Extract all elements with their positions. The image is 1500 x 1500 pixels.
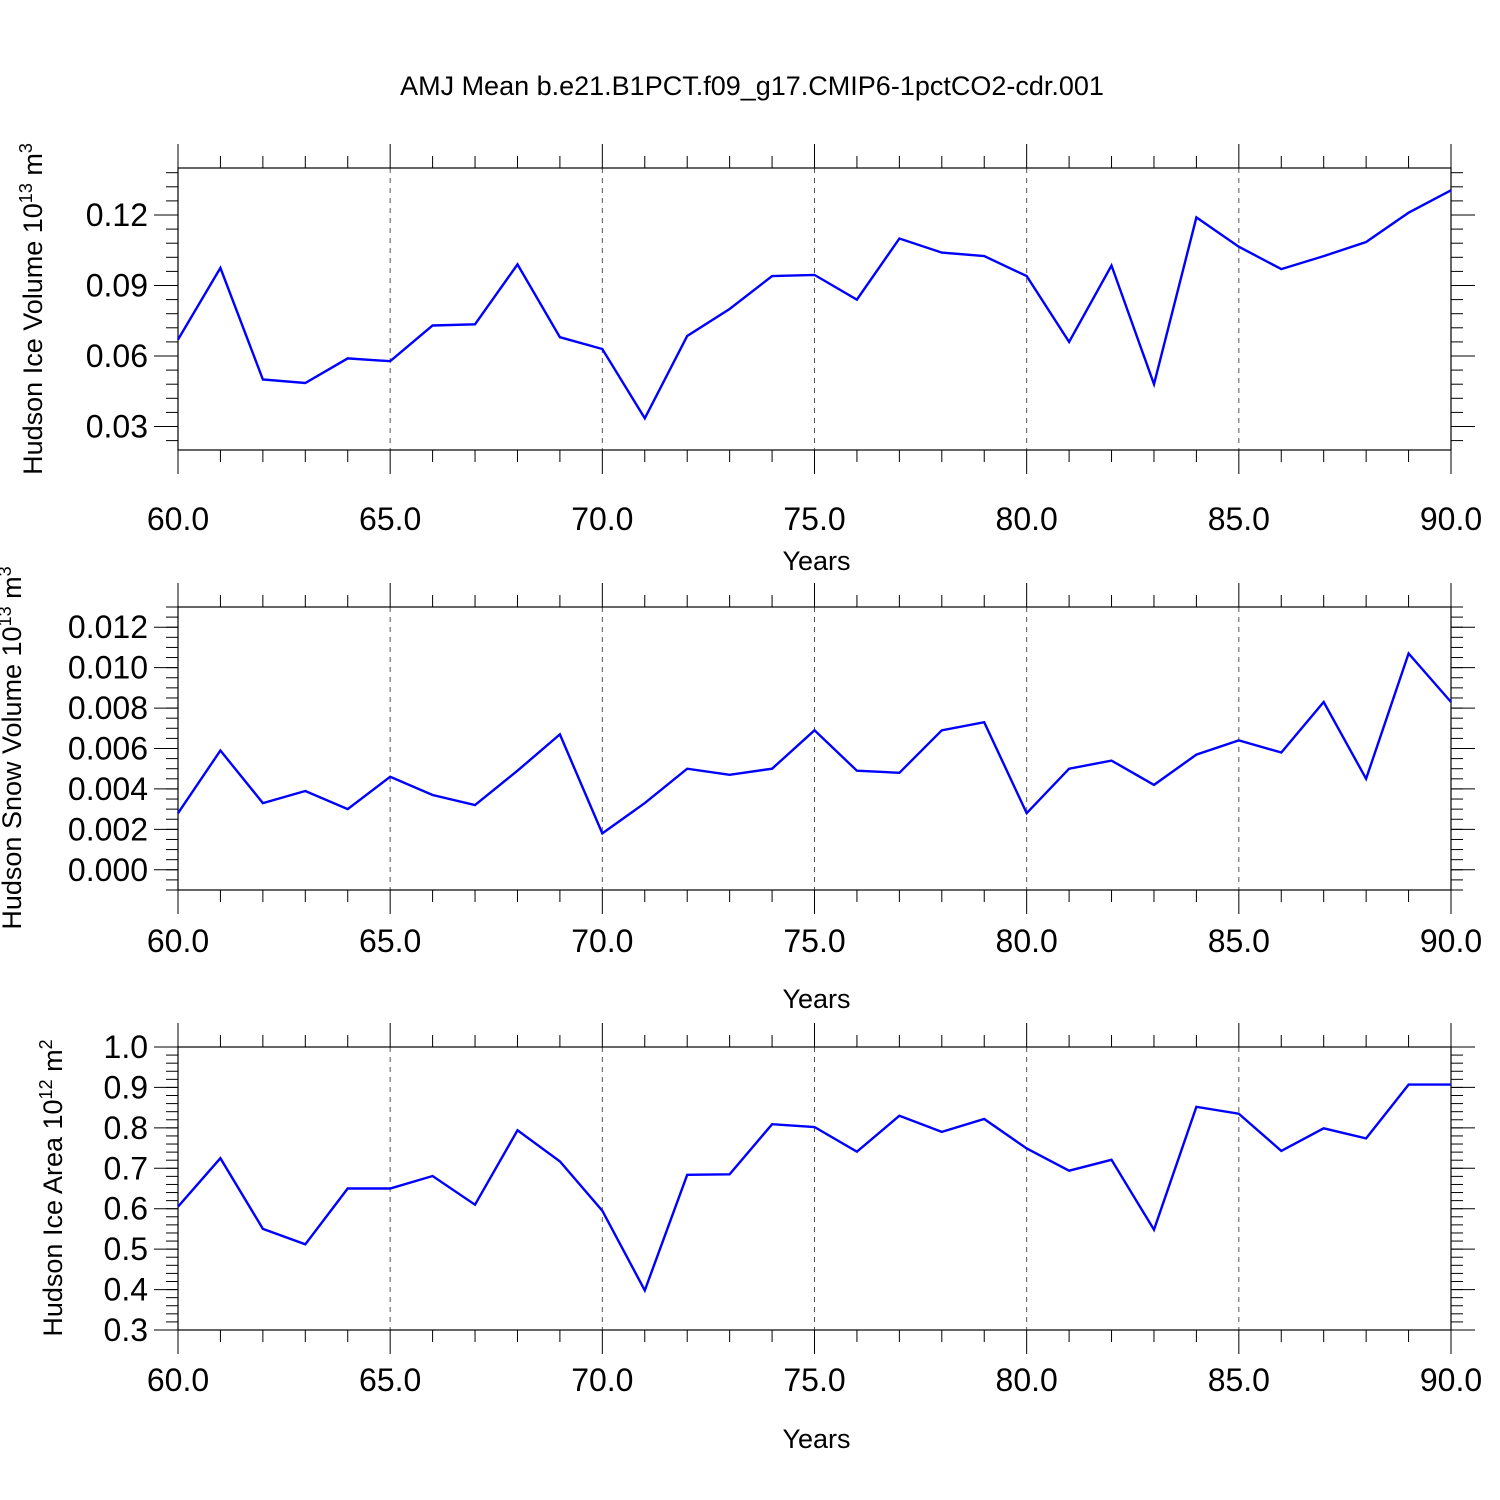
- x-axis-label: Years: [782, 546, 850, 576]
- y-tick-label: 0.06: [86, 338, 148, 374]
- x-tick-label: 65.0: [359, 1362, 421, 1398]
- x-tick-label: 90.0: [1420, 501, 1482, 537]
- y-tick-label: 0.012: [68, 609, 148, 645]
- series-line: [176, 189, 1452, 421]
- y-tick-label: 0.008: [68, 690, 148, 726]
- y-tick-label: 0.7: [104, 1150, 148, 1186]
- y-tick-label: 0.6: [104, 1191, 148, 1227]
- chart-title: AMJ Mean b.e21.B1PCT.f09_g17.CMIP6-1pctC…: [400, 71, 1104, 101]
- x-tick-label: 60.0: [147, 501, 209, 537]
- x-tick-label: 60.0: [147, 1362, 209, 1398]
- x-tick-label: 90.0: [1420, 923, 1482, 959]
- y-tick-label: 0.8: [104, 1110, 148, 1146]
- y-tick-label: 0.004: [68, 771, 148, 807]
- y-tick-label: 0.4: [104, 1272, 148, 1308]
- y-tick-label: 0.006: [68, 731, 148, 767]
- y-tick-label: 0.12: [86, 197, 148, 233]
- x-tick-label: 80.0: [996, 1362, 1058, 1398]
- x-tick-label: 75.0: [783, 501, 845, 537]
- panel-1: 0.03 0.06 0.09 0.12 60.0 65.0 70.0 75.0 80.0 85.0…: [16, 143, 1482, 576]
- x-tick-label: 75.0: [783, 1362, 845, 1398]
- y-axis-label: Hudson Snow Volume 1013 m3: [0, 566, 27, 929]
- x-tick-label: 70.0: [571, 501, 633, 537]
- x-tick-label: 85.0: [1208, 923, 1270, 959]
- series-line: [177, 651, 1452, 836]
- y-axis-label: Hudson Ice Volume 1013 m3: [16, 143, 48, 475]
- y-axis-label: Hudson Ice Area 1012 m2: [36, 1039, 68, 1336]
- x-tick-label: 65.0: [359, 923, 421, 959]
- x-tick-label: 80.0: [996, 923, 1058, 959]
- x-tick-label: 80.0: [996, 501, 1058, 537]
- y-tick-label: 0.002: [68, 811, 148, 847]
- y-tick-label: 0.03: [86, 409, 148, 445]
- y-tick-label: 0.5: [104, 1231, 148, 1267]
- x-tick-label: 85.0: [1208, 501, 1270, 537]
- panel-3: 0.3 0.4 0.5 0.6 0.7 0.8 0.9 1.0 60.0 65.0 70.0 75.0…: [36, 1023, 1482, 1454]
- y-tick-label: 0.3: [104, 1312, 148, 1348]
- y-tick-label: 0.000: [68, 852, 148, 888]
- x-tick-label: 90.0: [1420, 1362, 1482, 1398]
- x-axis-label: Years: [782, 984, 850, 1014]
- y-tick-label: 1.0: [104, 1029, 148, 1065]
- panel-2: 0.000 0.002 0.004 0.006 0.008 0.010 0.012 60.0 6…: [0, 566, 1482, 1014]
- y-tick-label: 0.9: [104, 1069, 148, 1105]
- x-tick-label: 65.0: [359, 501, 421, 537]
- x-axis-label: Years: [782, 1424, 850, 1454]
- y-tick-label: 0.010: [68, 650, 148, 686]
- x-tick-label: 70.0: [571, 1362, 633, 1398]
- x-tick-label: 85.0: [1208, 1362, 1270, 1398]
- y-tick-label: 0.09: [86, 268, 148, 304]
- x-tick-label: 60.0: [147, 923, 209, 959]
- x-tick-label: 75.0: [783, 923, 845, 959]
- series-line: [177, 1083, 1451, 1294]
- chart-panels: 0.03 0.06 0.09 0.12 60.0 65.0 70.0 75.0 80.0 85.0…: [0, 143, 1482, 1454]
- x-tick-label: 70.0: [571, 923, 633, 959]
